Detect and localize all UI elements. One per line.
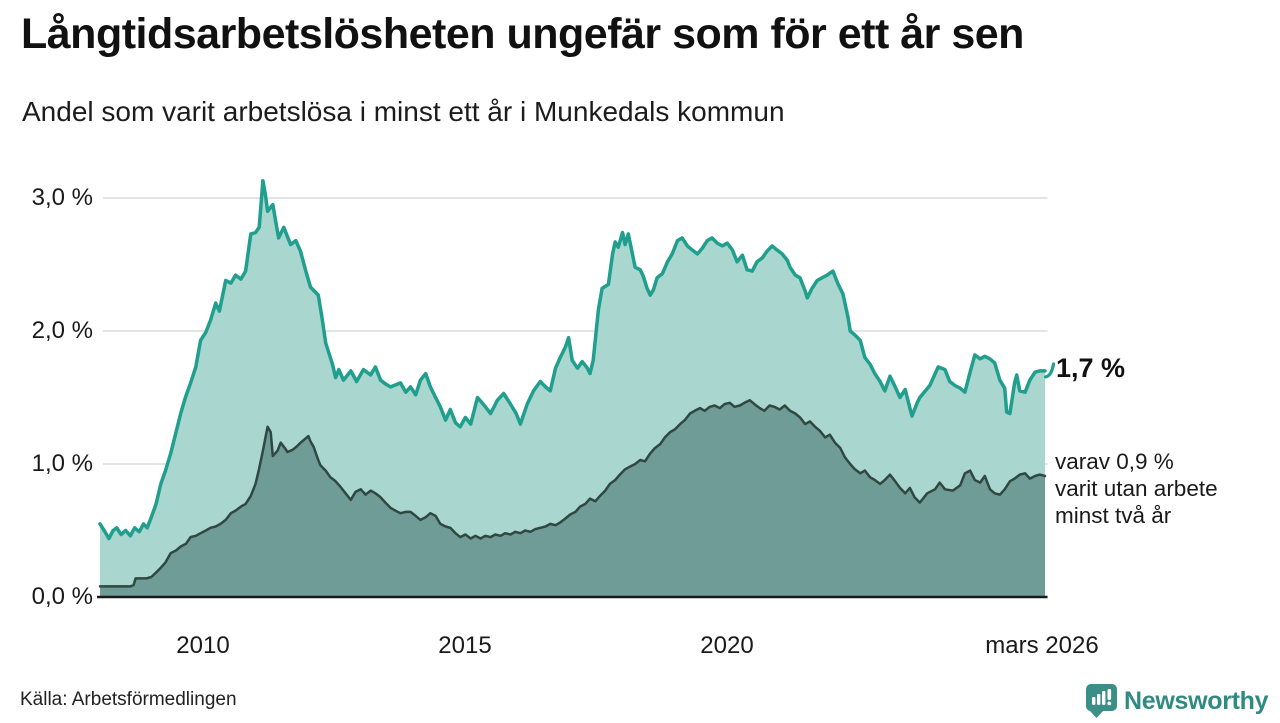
series-line-1 [98, 398, 1047, 588]
y-tick-label-3: 3,0 % [31, 184, 93, 211]
newsworthy-speech-bubble-chart-icon [1085, 684, 1117, 723]
newsworthy-logo: Newsworthy [1085, 684, 1269, 723]
newsworthy-wordmark: Newsworthy [1124, 687, 1269, 715]
end-label-connector [1043, 362, 1056, 379]
series-line-0 [98, 178, 1047, 541]
page-subtitle: Andel som varit arbetslösa i minst ett å… [22, 96, 785, 127]
y-tick-label-2: 2,0 % [31, 317, 93, 344]
end-value-label-one-year: 1,7 % [1056, 353, 1126, 383]
page-title: Långtidsarbetslösheten ungefär som för e… [21, 10, 1024, 58]
speech-bubble-shape [1085, 684, 1117, 718]
x-tick-label-mars-2026: mars 2026 [985, 632, 1099, 659]
x-tick-label-2015: 2015 [438, 632, 492, 659]
series-area-0 [100, 180, 1045, 597]
end-value-label-two-years: varav 0,9 % varit utan arbete minst två … [1055, 449, 1218, 528]
x-tick-label-2010: 2010 [176, 632, 230, 659]
series-area-1 [100, 400, 1045, 597]
y-tick-label-0: 0,0 % [31, 583, 93, 610]
y-tick-label-1: 1,0 % [31, 450, 93, 477]
source-note: Källa: Arbetsförmedlingen [20, 689, 237, 710]
x-tick-label-2020: 2020 [700, 632, 754, 659]
